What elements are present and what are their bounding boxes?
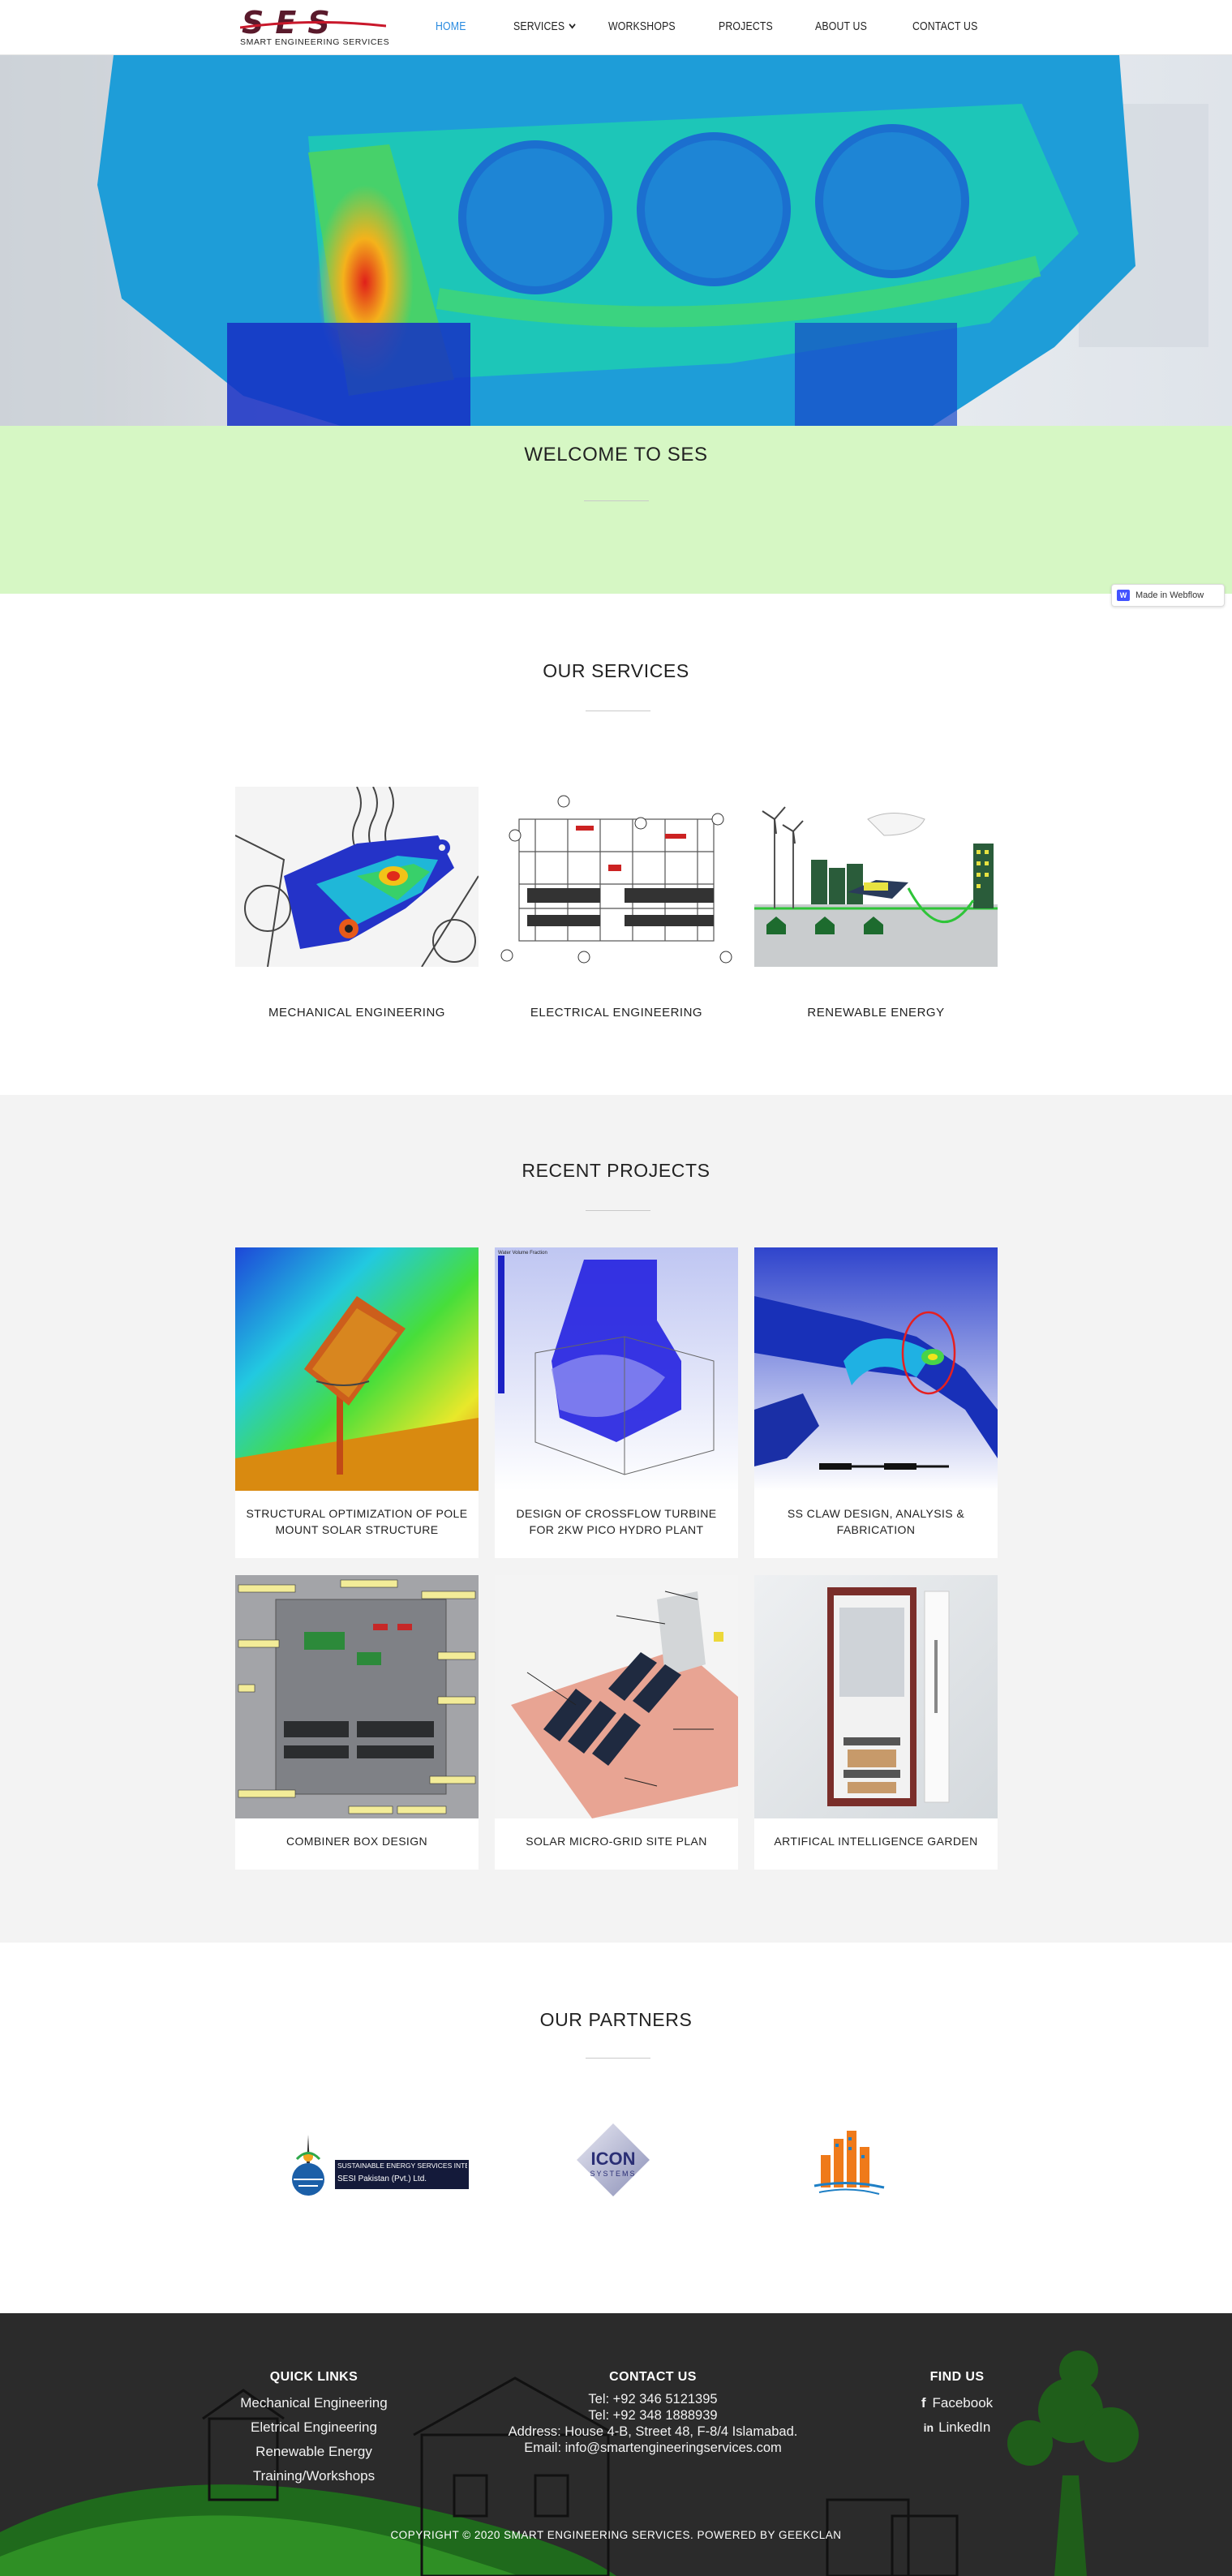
facebook-icon: f <box>921 2395 926 2411</box>
icon-systems-text: ICON <box>590 2149 636 2169</box>
ss-claw-fea-image <box>754 1247 998 1491</box>
footer-link[interactable]: Mechanical Engineering <box>240 2395 388 2411</box>
webflow-logo-icon: W <box>1117 590 1130 601</box>
nav-services-label: SERVICES <box>513 19 565 33</box>
nav-about-us[interactable]: ABOUT US <box>815 19 867 33</box>
welcome-section: WELCOME TO SES <box>0 426 1232 594</box>
project-label: ARTIFICAL INTELLIGENCE GARDEN <box>774 1835 978 1848</box>
icon-systems-logo-icon <box>577 2123 650 2196</box>
projects-title: RECENT PROJECTS <box>522 1160 710 1181</box>
footer-background-illustration <box>0 2351 1139 2576</box>
services-section: OUR SERVICES <box>0 594 1232 1095</box>
contact-title: CONTACT US <box>609 2370 697 2384</box>
webflow-badge[interactable]: W Made in Webflow <box>1111 584 1225 607</box>
project-label: SOLAR MICRO-GRID SITE PLAN <box>526 1835 707 1848</box>
project-card[interactable]: COMBINER BOX DESIGN <box>235 1575 479 1870</box>
logo-subtitle: SMART ENGINEERING SERVICES <box>240 37 390 47</box>
footer-contact: CONTACT US Tel: +92 346 5121395 Tel: +92… <box>479 2370 827 2456</box>
project-card[interactable]: SOLAR MICRO-GRID SITE PLAN <box>495 1575 738 1870</box>
linkedin-link[interactable]: in LinkedIn <box>900 2415 1014 2440</box>
contact-line: Tel: +92 346 5121395 <box>588 2392 718 2406</box>
find-us-title: FIND US <box>929 2370 985 2384</box>
divider <box>586 2058 650 2059</box>
svg-text:Water Volume Fraction: Water Volume Fraction <box>498 1251 547 1256</box>
project-card[interactable]: STRUCTURAL OPTIMIZATION OF POLE MOUNT SO… <box>235 1247 479 1558</box>
projects-section: RECENT PROJECTS STRUCTURAL OPTIMIZATION … <box>0 1095 1232 1943</box>
partners-section: OUR PARTNERS SUSTAINABLE ENERGY SERVICES… <box>0 1943 1232 2313</box>
footer: QUICK LINKS Mechanical Engineering Eletr… <box>0 2313 1232 2576</box>
nav-projects[interactable]: PROJECTS <box>719 19 773 33</box>
project-label: DESIGN OF CROSSFLOW TURBINE FOR 2KW PICO… <box>516 1507 717 1536</box>
facebook-link[interactable]: f Facebook <box>900 2391 1014 2415</box>
service-label: ELECTRICAL ENGINEERING <box>530 1006 703 1020</box>
project-card[interactable]: Water Volume Fraction DESIGN OF CROSSFLO… <box>495 1247 738 1558</box>
services-title: OUR SERVICES <box>543 660 689 681</box>
footer-link[interactable]: Eletrical Engineering <box>251 2419 377 2435</box>
logo[interactable]: SES SMART ENGINEERING SERVICES <box>238 6 393 47</box>
ai-garden-cabinet-image <box>754 1575 998 1818</box>
sesi-sub: SESI Pakistan (Pvt.) Ltd. <box>337 2175 427 2183</box>
contact-line: Address: House 4-B, Street 48, F-8/4 Isl… <box>508 2424 798 2439</box>
project-label: COMBINER BOX DESIGN <box>285 1835 428 1848</box>
navbar: SES SMART ENGINEERING SERVICES HOME SERV… <box>0 0 1232 55</box>
divider <box>584 500 649 501</box>
logo-swoosh-icon <box>240 21 386 29</box>
footer-link[interactable]: Renewable Energy <box>255 2444 372 2459</box>
building-partner-logo-icon <box>813 2131 885 2195</box>
sesi-name: SUSTAINABLE ENERGY SERVICES INTERNATIONA… <box>337 2162 467 2170</box>
service-label: RENEWABLE ENERGY <box>807 1006 945 1020</box>
partners-title: OUR PARTNERS <box>539 2009 693 2030</box>
combiner-box-image <box>235 1575 479 1818</box>
project-label: SS CLAW DESIGN, ANALYSIS & FABRICATION <box>787 1507 965 1536</box>
quick-links-title: QUICK LINKS <box>269 2370 358 2384</box>
partner-logo-icon-systems[interactable]: ICON SYSTEMS <box>573 2119 654 2200</box>
footer-find-us: FIND US f Facebook in LinkedIn <box>900 2370 1014 2440</box>
nav-contact-us[interactable]: CONTACT US <box>912 19 978 33</box>
solar-microgrid-image <box>495 1575 738 1818</box>
fea-suspension-bracket-image <box>235 787 479 967</box>
electrical-schematic-image <box>495 787 738 967</box>
project-card[interactable]: SS CLAW DESIGN, ANALYSIS & FABRICATION <box>754 1247 998 1558</box>
divider <box>586 1210 650 1211</box>
engine-block-fea-image <box>0 55 1232 426</box>
crossflow-turbine-image: Water Volume Fraction <box>495 1247 738 1491</box>
icon-systems-sub: SYSTEMS <box>590 2170 637 2178</box>
project-card[interactable]: ARTIFICAL INTELLIGENCE GARDEN <box>754 1575 998 1870</box>
linkedin-label: LinkedIn <box>938 2419 991 2435</box>
contact-email[interactable]: Email: info@smartengineeringservices.com <box>524 2441 782 2455</box>
chevron-down-icon <box>569 20 576 29</box>
nav-services[interactable]: SERVICES <box>513 19 576 33</box>
sesi-logo-icon <box>292 2135 469 2196</box>
welcome-title: WELCOME TO SES <box>524 444 708 466</box>
partner-logo-sesi[interactable]: SUSTAINABLE ENERGY SERVICES INTERNATIONA… <box>290 2123 473 2204</box>
hero-banner <box>0 55 1232 426</box>
solar-structure-cfd-image <box>235 1247 479 1491</box>
webflow-badge-label: Made in Webflow <box>1135 590 1204 600</box>
copyright: COPYRIGHT © 2020 SMART ENGINEERING SERVI… <box>390 2529 842 2541</box>
facebook-label: Facebook <box>932 2395 994 2411</box>
footer-quick-links: QUICK LINKS Mechanical Engineering Eletr… <box>214 2370 414 2488</box>
nav-workshops[interactable]: WORKSHOPS <box>608 19 676 33</box>
renewable-energy-illustration <box>754 787 998 967</box>
footer-link[interactable]: Training/Workshops <box>252 2468 376 2484</box>
nav-home[interactable]: HOME <box>436 19 466 33</box>
partner-logo-building[interactable] <box>811 2123 888 2197</box>
contact-line: Tel: +92 348 1888939 <box>588 2408 718 2423</box>
service-label: MECHANICAL ENGINEERING <box>268 1006 445 1020</box>
linkedin-icon: in <box>923 2421 934 2434</box>
project-label: STRUCTURAL OPTIMIZATION OF POLE MOUNT SO… <box>246 1507 468 1536</box>
